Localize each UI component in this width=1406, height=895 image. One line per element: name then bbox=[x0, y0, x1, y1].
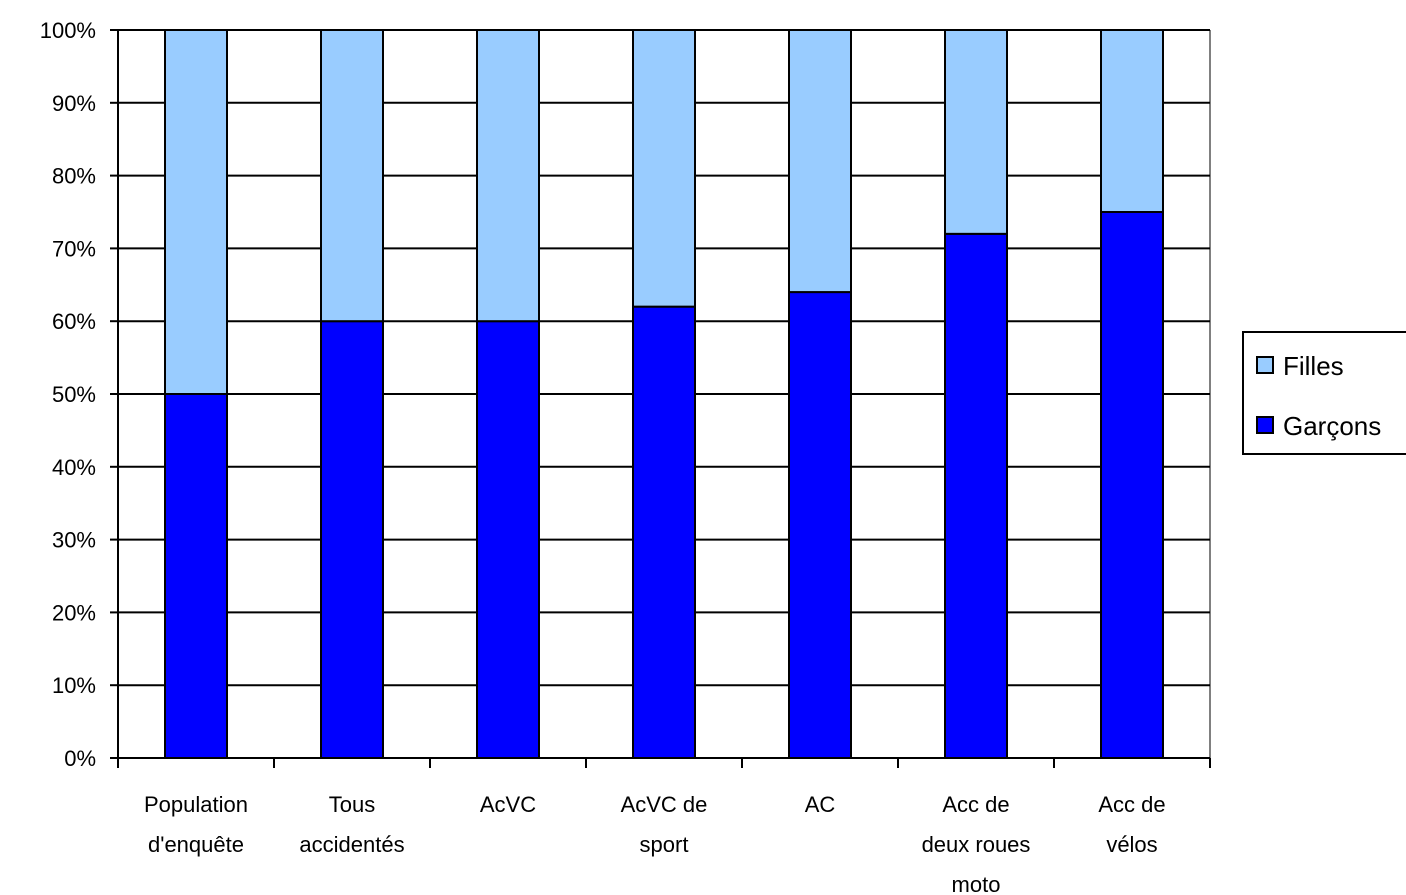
bar-filles-3 bbox=[632, 29, 696, 308]
bar-garons-4 bbox=[788, 291, 852, 759]
legend-label: Garçons bbox=[1283, 411, 1381, 441]
y-tick-labels: 0% 10% 20% 30% 40% 50% 60% 70% 80% 90% 100% bbox=[40, 18, 96, 771]
y-tick-label: 30% bbox=[52, 528, 96, 553]
y-tick-label: 80% bbox=[52, 164, 96, 189]
bar-filles-6 bbox=[1100, 29, 1164, 213]
bar-garons-3 bbox=[632, 305, 696, 759]
legend-swatch-filles bbox=[1256, 356, 1274, 374]
x-category-label: Tous accidentés bbox=[299, 792, 404, 857]
x-category-label: AcVC de sport bbox=[621, 792, 708, 857]
x-category-label: Acc de vélos bbox=[1098, 792, 1165, 857]
legend: Filles Garçons bbox=[1242, 331, 1406, 455]
x-category-label: Population d'enquête bbox=[144, 792, 248, 857]
y-tick-label: 10% bbox=[52, 673, 96, 698]
bar-garons-1 bbox=[320, 320, 384, 759]
bar-garons-2 bbox=[476, 320, 540, 759]
y-tick-label: 70% bbox=[52, 236, 96, 261]
x-category-label: Acc de deux roues moto bbox=[922, 792, 1031, 895]
y-tick-label: 100% bbox=[40, 18, 96, 43]
bar-filles-0 bbox=[164, 29, 228, 395]
bars bbox=[164, 29, 1164, 759]
bar-garons-6 bbox=[1100, 211, 1164, 759]
y-tick-label: 90% bbox=[52, 91, 96, 116]
y-tick-label: 20% bbox=[52, 600, 96, 625]
bar-garons-5 bbox=[944, 232, 1008, 759]
y-tick-label: 50% bbox=[52, 382, 96, 407]
bar-garons-0 bbox=[164, 393, 228, 759]
x-category-label: AcVC bbox=[480, 792, 536, 817]
bar-filles-1 bbox=[320, 29, 384, 323]
legend-label: Filles bbox=[1283, 351, 1344, 381]
y-tick-label: 0% bbox=[64, 746, 96, 771]
x-category-labels: Population d'enquête Tous accidentés AcVC AcV… bbox=[144, 792, 1166, 895]
y-tick-label: 40% bbox=[52, 455, 96, 480]
y-tick-label: 60% bbox=[52, 309, 96, 334]
axes bbox=[110, 29, 1211, 768]
bar-filles-2 bbox=[476, 29, 540, 323]
legend-swatch-garons bbox=[1256, 416, 1274, 434]
x-category-label: AC bbox=[805, 792, 836, 817]
bar-filles-4 bbox=[788, 29, 852, 294]
bar-filles-5 bbox=[944, 29, 1008, 235]
